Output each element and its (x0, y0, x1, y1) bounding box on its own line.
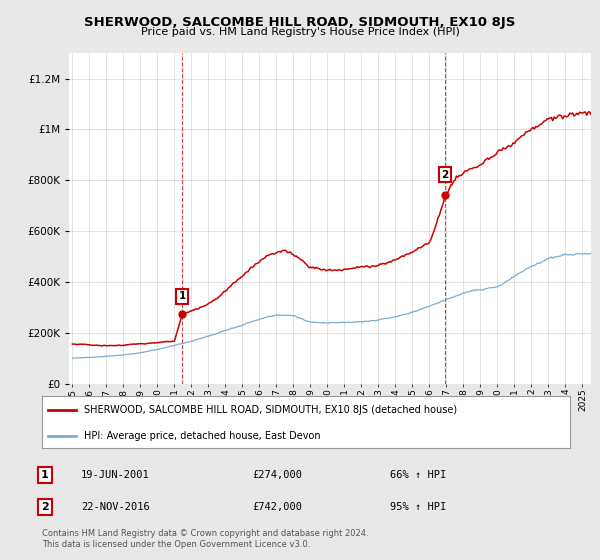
Text: SHERWOOD, SALCOMBE HILL ROAD, SIDMOUTH, EX10 8JS (detached house): SHERWOOD, SALCOMBE HILL ROAD, SIDMOUTH, … (84, 405, 457, 416)
Text: £274,000: £274,000 (252, 470, 302, 480)
Text: 66% ↑ HPI: 66% ↑ HPI (390, 470, 446, 480)
Text: 2: 2 (441, 170, 448, 180)
Text: 95% ↑ HPI: 95% ↑ HPI (390, 502, 446, 512)
Text: 22-NOV-2016: 22-NOV-2016 (81, 502, 150, 512)
Text: 2: 2 (41, 502, 49, 512)
Text: HPI: Average price, detached house, East Devon: HPI: Average price, detached house, East… (84, 431, 321, 441)
Text: Price paid vs. HM Land Registry's House Price Index (HPI): Price paid vs. HM Land Registry's House … (140, 27, 460, 37)
Text: 1: 1 (179, 291, 186, 301)
Text: £742,000: £742,000 (252, 502, 302, 512)
Text: Contains HM Land Registry data © Crown copyright and database right 2024.
This d: Contains HM Land Registry data © Crown c… (42, 529, 368, 549)
Text: 19-JUN-2001: 19-JUN-2001 (81, 470, 150, 480)
Text: 1: 1 (41, 470, 49, 480)
Text: SHERWOOD, SALCOMBE HILL ROAD, SIDMOUTH, EX10 8JS: SHERWOOD, SALCOMBE HILL ROAD, SIDMOUTH, … (85, 16, 515, 29)
